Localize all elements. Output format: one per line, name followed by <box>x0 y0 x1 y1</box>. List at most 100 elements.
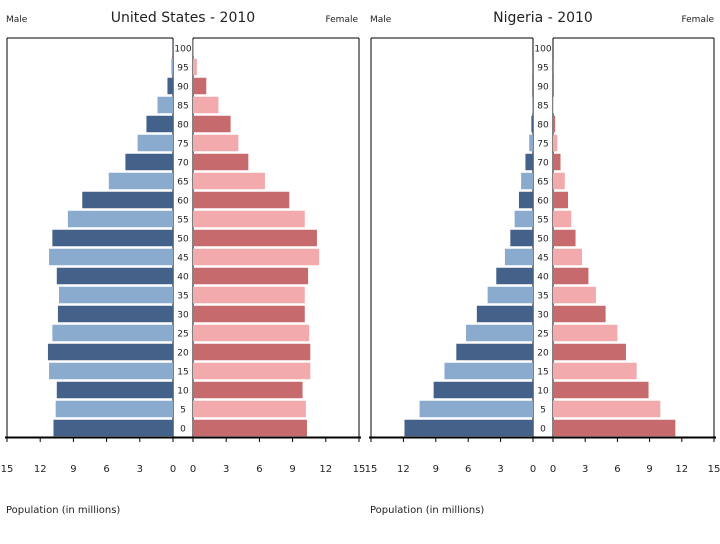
male-x-tick-label: 9 <box>70 464 76 475</box>
male-x-tick-label: 9 <box>433 464 439 475</box>
age-label-0: 0 <box>540 425 546 435</box>
age-label-55: 55 <box>177 216 188 226</box>
male-x-tick-label: 3 <box>497 464 503 475</box>
female-bar-age-45 <box>553 249 582 266</box>
male-side-label: Male <box>370 15 392 25</box>
age-label-25: 25 <box>177 330 188 340</box>
age-label-35: 35 <box>537 292 548 302</box>
age-label-20: 20 <box>537 349 549 359</box>
male-bar-age-80 <box>146 116 173 133</box>
female-bar-age-85 <box>193 97 218 114</box>
female-bar-age-60 <box>193 192 289 209</box>
age-label-85: 85 <box>537 102 548 112</box>
age-label-0: 0 <box>180 425 186 435</box>
age-label-70: 70 <box>177 159 189 169</box>
male-x-tick-label: 0 <box>170 464 176 475</box>
female-x-tick-label: 0 <box>550 464 556 475</box>
male-bar-age-60 <box>82 192 173 209</box>
female-bar-age-55 <box>553 211 571 228</box>
male-bar-age-80 <box>531 116 533 133</box>
age-label-65: 65 <box>537 178 548 188</box>
age-label-25: 25 <box>537 330 548 340</box>
age-label-55: 55 <box>537 216 548 226</box>
female-bar-age-5 <box>193 401 306 418</box>
age-label-50: 50 <box>177 235 189 245</box>
female-bar-age-25 <box>553 325 617 342</box>
female-x-tick-label: 12 <box>675 464 688 475</box>
age-label-95: 95 <box>537 64 548 74</box>
female-bar-age-0 <box>193 420 307 437</box>
male-bar-age-55 <box>515 211 533 228</box>
age-label-95: 95 <box>177 64 188 74</box>
chart-title: Nigeria - 2010 <box>493 10 593 26</box>
female-bar-age-55 <box>193 211 305 228</box>
female-bar-age-35 <box>553 287 596 304</box>
male-x-tick-label: 6 <box>103 464 109 475</box>
female-bar-age-90 <box>193 78 206 95</box>
female-bar-age-50 <box>193 230 317 247</box>
male-bar-age-20 <box>456 344 533 361</box>
female-side-label: Female <box>681 15 714 25</box>
male-bar-age-75 <box>138 135 173 152</box>
male-bar-age-10 <box>57 382 173 399</box>
male-bar-age-85 <box>158 97 173 114</box>
female-bar-age-40 <box>553 268 588 285</box>
female-bar-age-70 <box>193 154 248 171</box>
age-label-100: 100 <box>534 45 551 55</box>
female-bar-age-40 <box>193 268 308 285</box>
age-label-10: 10 <box>537 387 549 397</box>
male-side-label: Male <box>6 15 28 25</box>
male-bar-age-30 <box>477 306 533 323</box>
female-bar-age-35 <box>193 287 305 304</box>
female-x-tick-label: 0 <box>190 464 196 475</box>
male-x-tick-label: 15 <box>1 464 14 475</box>
female-bar-age-45 <box>193 249 319 266</box>
female-x-tick-label: 6 <box>256 464 262 475</box>
age-label-10: 10 <box>177 387 189 397</box>
age-label-90: 90 <box>177 83 189 93</box>
female-bar-age-15 <box>193 363 310 380</box>
male-bar-age-20 <box>48 344 173 361</box>
age-label-90: 90 <box>537 83 549 93</box>
male-bar-age-65 <box>521 173 533 190</box>
female-bar-age-65 <box>193 173 265 190</box>
female-x-tick-label: 15 <box>708 464 720 475</box>
age-label-100: 100 <box>174 45 191 55</box>
female-x-tick-label: 9 <box>646 464 652 475</box>
female-bar-age-65 <box>553 173 565 190</box>
male-bar-age-70 <box>525 154 533 171</box>
male-bar-age-40 <box>57 268 173 285</box>
age-label-40: 40 <box>177 273 189 283</box>
female-bar-age-30 <box>193 306 305 323</box>
female-bar-age-25 <box>193 325 309 342</box>
male-bar-age-60 <box>519 192 533 209</box>
male-x-tick-label: 3 <box>137 464 143 475</box>
male-x-tick-label: 0 <box>530 464 536 475</box>
male-bar-age-50 <box>52 230 173 247</box>
age-label-60: 60 <box>177 197 189 207</box>
female-x-tick-label: 3 <box>582 464 588 475</box>
female-bar-age-75 <box>553 135 557 152</box>
male-bar-age-95 <box>171 59 173 76</box>
age-label-50: 50 <box>537 235 549 245</box>
age-label-30: 30 <box>537 311 549 321</box>
age-label-45: 45 <box>177 254 188 264</box>
male-bar-age-25 <box>52 325 173 342</box>
male-bar-age-55 <box>68 211 173 228</box>
female-bar-age-75 <box>193 135 238 152</box>
age-label-75: 75 <box>177 140 188 150</box>
age-label-15: 15 <box>177 368 188 378</box>
x-axis-label: Population (in millions) <box>6 505 120 516</box>
female-bar-age-15 <box>553 363 637 380</box>
female-x-tick-label: 3 <box>223 464 229 475</box>
female-bar-age-20 <box>553 344 626 361</box>
male-bar-age-35 <box>59 287 173 304</box>
male-bar-age-40 <box>496 268 533 285</box>
female-x-tick-label: 12 <box>319 464 332 475</box>
age-label-30: 30 <box>177 311 189 321</box>
male-bar-age-5 <box>56 401 173 418</box>
male-bar-age-35 <box>488 287 533 304</box>
